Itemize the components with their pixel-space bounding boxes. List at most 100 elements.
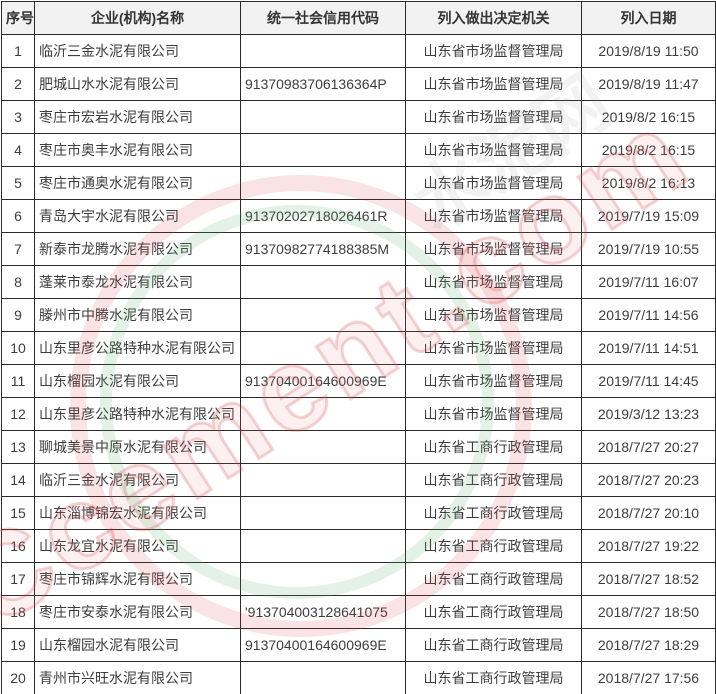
cell-company-name: 山东淄博锦宏水泥有限公司 (34, 496, 241, 530)
cell-company-name: 青岛大宇水泥有限公司 (34, 199, 241, 233)
header-index: 序号 (1, 1, 35, 35)
cell-serial-number: 1 (1, 34, 35, 68)
cell-credit-code: 91370400164600969E (240, 628, 406, 662)
cell-listing-date: 2019/8/19 11:47 (581, 67, 716, 101)
table-row: 8 蓬莱市泰龙水泥有限公司 山东省市场监督管理局 2019/7/11 16:07 (1, 265, 716, 299)
table-row: 7 新泰市龙腾水泥有限公司 91370982774188385M 山东省市场监督… (1, 232, 716, 266)
cell-credit-code (240, 661, 406, 694)
table-row: 11 山东榴园水泥有限公司 91370400164600969E 山东省市场监督… (1, 364, 716, 398)
cell-serial-number: 2 (1, 67, 35, 101)
cell-listing-authority: 山东省市场监督管理局 (405, 265, 582, 299)
cell-serial-number: 6 (1, 199, 35, 233)
header-name: 企业(机构)名称 (34, 1, 241, 35)
cell-listing-authority: 山东省工商行政管理局 (405, 529, 582, 563)
cell-listing-authority: 山东省市场监督管理局 (405, 100, 582, 134)
table-row: 19 山东榴园水泥有限公司 91370400164600969E 山东省工商行政… (1, 628, 716, 662)
cell-company-name: 山东榴园水泥有限公司 (34, 628, 241, 662)
cell-company-name: 枣庄市通奥水泥有限公司 (34, 166, 241, 200)
cell-listing-authority: 山东省市场监督管理局 (405, 199, 582, 233)
cell-listing-date: 2018/7/27 18:50 (581, 595, 716, 629)
cell-company-name: 蓬莱市泰龙水泥有限公司 (34, 265, 241, 299)
cell-listing-date: 2019/7/11 14:56 (581, 298, 716, 332)
cell-listing-date: 2018/7/27 18:52 (581, 562, 716, 596)
cell-serial-number: 15 (1, 496, 35, 530)
header-code: 统一社会信用代码 (240, 1, 406, 35)
cell-listing-authority: 山东省市场监督管理局 (405, 34, 582, 68)
cell-serial-number: 9 (1, 298, 35, 332)
cell-credit-code: 91370982774188385M (240, 232, 406, 266)
cell-credit-code (240, 529, 406, 563)
cell-credit-code (240, 298, 406, 332)
table-row: 17 枣庄市锦辉水泥有限公司 山东省工商行政管理局 2018/7/27 18:5… (1, 562, 716, 596)
cell-listing-authority: 山东省工商行政管理局 (405, 430, 582, 464)
cell-listing-date: 2019/8/2 16:15 (581, 100, 716, 134)
cell-listing-authority: 山东省市场监督管理局 (405, 133, 582, 167)
header-date: 列入日期 (581, 1, 716, 35)
cell-company-name: 新泰市龙腾水泥有限公司 (34, 232, 241, 266)
cell-listing-authority: 山东省工商行政管理局 (405, 562, 582, 596)
table-row: 1 临沂三金水泥有限公司 山东省市场监督管理局 2019/8/19 11:50 (1, 34, 716, 68)
cell-company-name: 青州市兴旺水泥有限公司 (34, 661, 241, 694)
cell-credit-code (240, 397, 406, 431)
cell-credit-code (240, 331, 406, 365)
cell-listing-authority: 山东省市场监督管理局 (405, 166, 582, 200)
table-row: 14 临沂三金水泥有限公司 山东省工商行政管理局 2018/7/27 20:23 (1, 463, 716, 497)
cell-listing-date: 2019/7/11 14:51 (581, 331, 716, 365)
cell-listing-authority: 山东省工商行政管理局 (405, 628, 582, 662)
cell-company-name: 山东龙宜水泥有限公司 (34, 529, 241, 563)
cell-listing-authority: 山东省工商行政管理局 (405, 496, 582, 530)
cell-listing-date: 2018/7/27 20:23 (581, 463, 716, 497)
cell-credit-code (240, 34, 406, 68)
cell-company-name: 枣庄市宏岩水泥有限公司 (34, 100, 241, 134)
cell-credit-code (240, 430, 406, 464)
cell-listing-date: 2019/8/2 16:15 (581, 133, 716, 167)
cell-serial-number: 5 (1, 166, 35, 200)
cell-credit-code: '913704003128641075 (240, 595, 406, 629)
cell-credit-code (240, 166, 406, 200)
cell-serial-number: 4 (1, 133, 35, 167)
cell-serial-number: 12 (1, 397, 35, 431)
table-row: 9 滕州市中腾水泥有限公司 山东省市场监督管理局 2019/7/11 14:56 (1, 298, 716, 332)
cell-listing-date: 2019/7/11 14:45 (581, 364, 716, 398)
table-row: 18 枣庄市安泰水泥有限公司 '913704003128641075 山东省工商… (1, 595, 716, 629)
table-row: 20 青州市兴旺水泥有限公司 山东省工商行政管理局 2018/7/27 17:5… (1, 661, 716, 694)
table-row: 16 山东龙宜水泥有限公司 山东省工商行政管理局 2018/7/27 19:22 (1, 529, 716, 563)
table-row: 6 青岛大宇水泥有限公司 91370202718026461R 山东省市场监督管… (1, 199, 716, 233)
cell-credit-code (240, 100, 406, 134)
cell-listing-authority: 山东省工商行政管理局 (405, 661, 582, 694)
cell-listing-authority: 山东省市场监督管理局 (405, 232, 582, 266)
cell-company-name: 山东里彦公路特种水泥有限公司 (34, 331, 241, 365)
table-row: 2 肥城山水水泥有限公司 91370983706136364P 山东省市场监督管… (1, 67, 716, 101)
cell-company-name: 枣庄市锦辉水泥有限公司 (34, 562, 241, 596)
cell-serial-number: 11 (1, 364, 35, 398)
cell-listing-authority: 山东省工商行政管理局 (405, 595, 582, 629)
cell-serial-number: 13 (1, 430, 35, 464)
cell-company-name: 肥城山水水泥有限公司 (34, 67, 241, 101)
cell-serial-number: 18 (1, 595, 35, 629)
cell-credit-code: 91370983706136364P (240, 67, 406, 101)
cell-company-name: 临沂三金水泥有限公司 (34, 34, 241, 68)
cell-company-name: 山东里彦公路特种水泥有限公司 (34, 397, 241, 431)
cell-listing-date: 2019/8/2 16:13 (581, 166, 716, 200)
cell-serial-number: 20 (1, 661, 35, 694)
cell-listing-date: 2018/7/27 20:27 (581, 430, 716, 464)
table-row: 15 山东淄博锦宏水泥有限公司 山东省工商行政管理局 2018/7/27 20:… (1, 496, 716, 530)
cell-credit-code (240, 562, 406, 596)
cell-company-name: 枣庄市安泰水泥有限公司 (34, 595, 241, 629)
cell-company-name: 聊城美景中原水泥有限公司 (34, 430, 241, 464)
cell-serial-number: 17 (1, 562, 35, 596)
cell-listing-authority: 山东省市场监督管理局 (405, 331, 582, 365)
cell-serial-number: 14 (1, 463, 35, 497)
cell-serial-number: 3 (1, 100, 35, 134)
table-row: 13 聊城美景中原水泥有限公司 山东省工商行政管理局 2018/7/27 20:… (1, 430, 716, 464)
cell-company-name: 山东榴园水泥有限公司 (34, 364, 241, 398)
cell-credit-code (240, 463, 406, 497)
cell-serial-number: 7 (1, 232, 35, 266)
cell-listing-date: 2018/7/27 19:22 (581, 529, 716, 563)
table-row: 5 枣庄市通奥水泥有限公司 山东省市场监督管理局 2019/8/2 16:13 (1, 166, 716, 200)
table-header-row: 序号 企业(机构)名称 统一社会信用代码 列入做出决定机关 列入日期 (1, 1, 716, 35)
cell-company-name: 临沂三金水泥有限公司 (34, 463, 241, 497)
cell-listing-authority: 山东省市场监督管理局 (405, 364, 582, 398)
